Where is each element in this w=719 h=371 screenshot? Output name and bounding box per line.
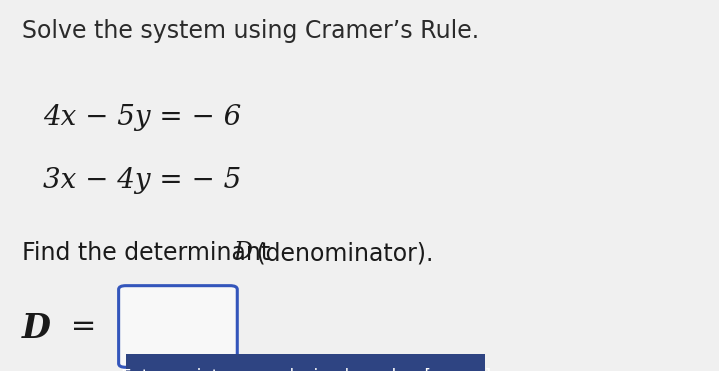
Text: Solve the system using Cramer’s Rule.: Solve the system using Cramer’s Rule. [22,19,479,43]
Text: =: = [61,312,96,341]
FancyBboxPatch shape [126,354,485,371]
Text: D: D [234,241,252,264]
Text: Find the determinant: Find the determinant [22,241,278,265]
FancyBboxPatch shape [119,286,237,367]
Text: 4x − 5y = − 6: 4x − 5y = − 6 [43,104,242,131]
Text: Enter an integer or decimal number [more..]: Enter an integer or decimal number [more… [121,368,490,371]
Text: (denominator).: (denominator). [249,241,434,265]
Text: D: D [22,312,50,345]
Text: 3x − 4y = − 5: 3x − 4y = − 5 [43,167,242,194]
